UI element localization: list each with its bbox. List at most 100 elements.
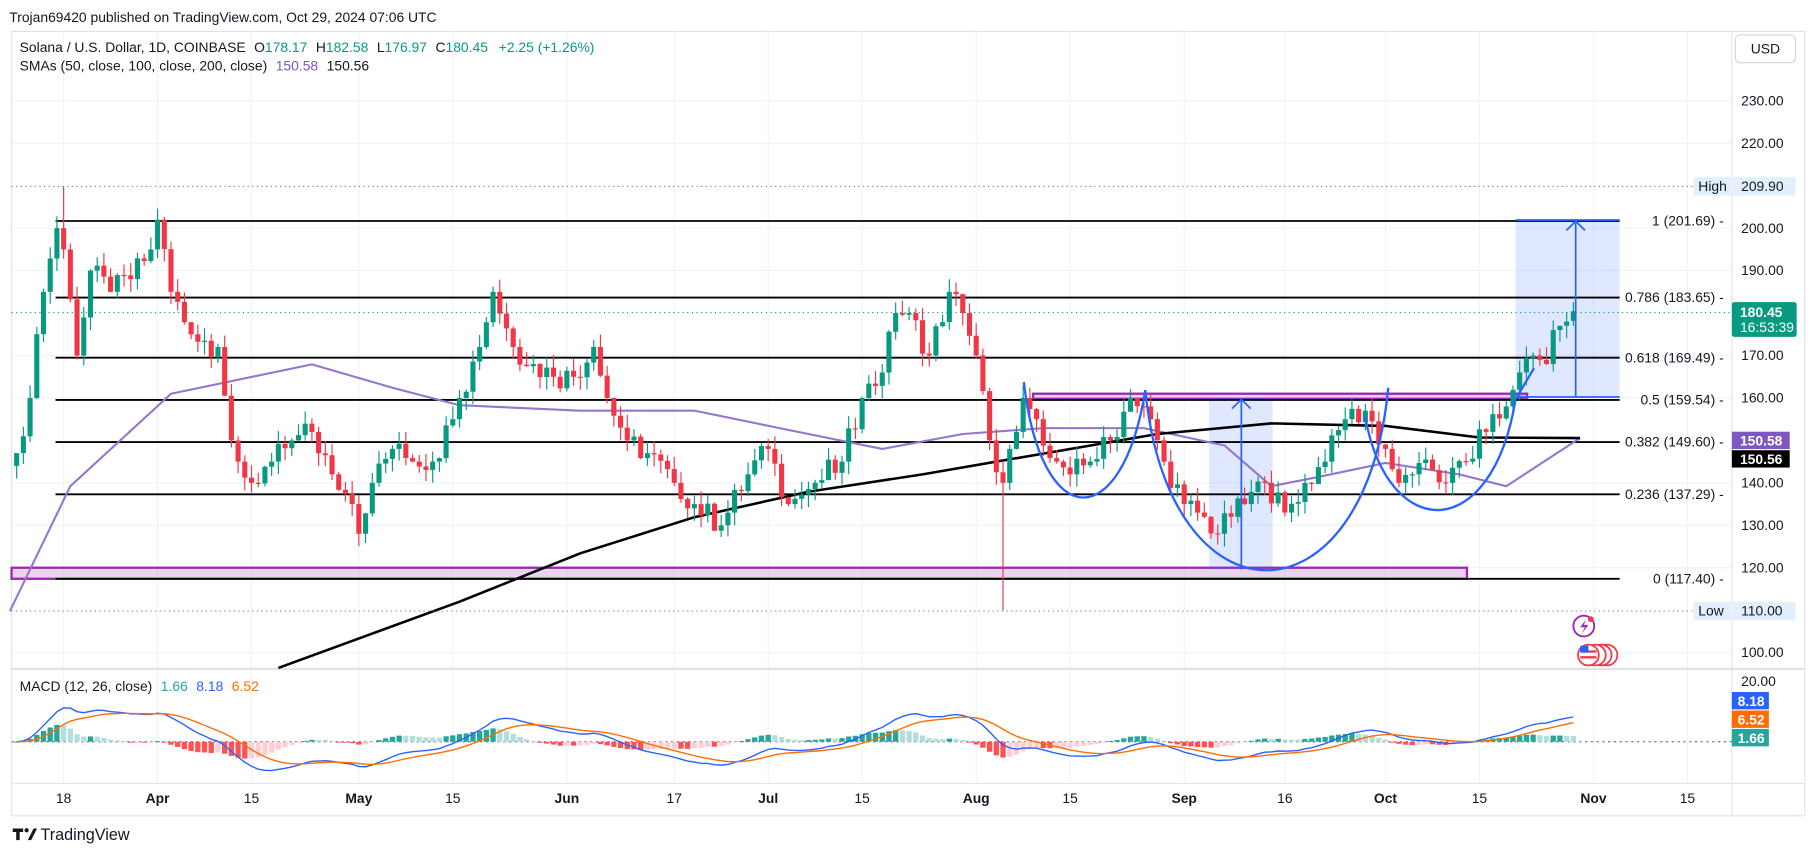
candle-body (1047, 445, 1053, 459)
macd-histogram-bar (1087, 741, 1093, 745)
low-badge-label: Low (1698, 603, 1724, 619)
cup-left-curve[interactable] (1022, 381, 1147, 499)
candle-body (497, 291, 503, 314)
tradingview-logo[interactable]: TradingView (12, 826, 130, 844)
publish-line: Trojan69420 published on TradingView.com… (9, 9, 436, 25)
macd-histogram-bar (1188, 741, 1194, 747)
grid (11, 31, 1732, 784)
macd-hist-value: 1.66 (161, 678, 188, 694)
symbol-legend[interactable]: Solana / U.S. Dollar, 1D, COINBASE O178.… (20, 39, 595, 55)
macd-histogram-bar (530, 740, 536, 742)
macd-histogram-bar (1436, 741, 1442, 745)
signal-line (16, 712, 1574, 766)
macd-histogram-bar (684, 741, 691, 749)
candle-body (403, 443, 409, 459)
candle-body (336, 474, 342, 490)
candle-body (396, 443, 402, 449)
candle-body (852, 428, 858, 430)
macd-legend[interactable]: MACD (12, 26, close) 1.66 8.18 6.52 (20, 678, 259, 694)
candle-body (1168, 461, 1174, 488)
macd-histogram-bar (450, 735, 456, 742)
macd-histogram-bar (114, 740, 120, 742)
tradingview-logo-icon (12, 828, 24, 841)
open-value: 178.17 (265, 39, 308, 55)
candle-body (40, 291, 47, 335)
macd-histogram-bar (376, 740, 382, 742)
macd-histogram-bar (1537, 735, 1543, 742)
candle-body (134, 258, 140, 280)
macd-histogram-bar (1409, 741, 1415, 746)
candle-body (671, 469, 677, 483)
candle-body (148, 249, 154, 261)
candle-body (14, 453, 20, 466)
close-label: C (435, 39, 445, 55)
candle-body (725, 512, 731, 526)
macd-histogram-bar (60, 725, 67, 742)
candle-body (705, 503, 711, 516)
macd-histogram-bar (1168, 741, 1174, 744)
macd-histogram-bar (1020, 741, 1026, 752)
fib-level-label: 0 (117.40) - (1653, 570, 1724, 586)
macd-histogram-bar (1376, 737, 1382, 742)
candle-body (54, 228, 60, 259)
macd-histogram-bar (731, 741, 738, 743)
macd-histogram-bar (443, 736, 449, 742)
macd-histogram-bar (1563, 735, 1570, 742)
candle-body (242, 461, 248, 478)
macd-histogram-bar (1295, 739, 1301, 742)
macd-histogram-bar (369, 741, 375, 743)
macd-badges: 8.18 6.52 1.66 (1731, 692, 1769, 747)
time-axis[interactable]: 18 Apr 15 May 15 Jun 17 Jul 15 Aug 15 Sep 16 Oct 15 Nov… (56, 790, 1696, 806)
candle-body (74, 299, 80, 356)
macd-histogram-bar (631, 741, 637, 750)
macd-histogram-bar (1429, 741, 1436, 745)
sma-legend[interactable]: SMAs (50, close, 100, close, 200, close)… (20, 58, 370, 74)
candle-body (1054, 458, 1060, 462)
price-range-measure-2[interactable] (1515, 219, 1620, 397)
macd-histogram-bar (1221, 741, 1228, 747)
macd-histogram-bar (886, 731, 892, 742)
candle-body (416, 461, 422, 467)
macd-histogram-bar (1174, 741, 1181, 745)
candle-body (1429, 459, 1436, 471)
candle-body (624, 427, 630, 441)
macd-histogram-bar (537, 741, 543, 743)
cup-drawings[interactable] (1022, 367, 1536, 572)
macd-histogram-bar (423, 737, 429, 742)
fib-retracement[interactable]: 1 (201.69) - 0.786 (183.65) - 0.618 (169.4… (55, 213, 1724, 587)
macd-histogram-bar (356, 741, 362, 745)
candle-body (980, 355, 986, 392)
macd-histogram-bar (1228, 741, 1234, 746)
candle-body (248, 477, 255, 483)
macd-histogram-bar (1510, 736, 1516, 742)
macd-histogram-bar (1248, 740, 1254, 742)
sma50-value: 150.58 (276, 58, 319, 74)
macd-histogram-bar (973, 741, 979, 745)
candle-body (1382, 444, 1389, 449)
candle-body (1409, 474, 1415, 476)
macd-histogram-bar (67, 728, 73, 742)
macd-histogram-bar (846, 736, 852, 742)
candle-body (1027, 397, 1033, 410)
candle-body (611, 397, 617, 416)
cup-right-curve[interactable] (1363, 367, 1536, 512)
low-value: 176.97 (385, 39, 428, 55)
candle-body (1403, 475, 1409, 483)
currency-button[interactable]: USD (1734, 34, 1797, 64)
candle-body (1275, 492, 1281, 504)
us-economic-events-icon[interactable] (1577, 643, 1619, 667)
candle-body (168, 249, 174, 292)
candle-body (383, 458, 389, 464)
earnings-lightning-icon[interactable] (1572, 614, 1596, 638)
high-badge: High 209.90 (1693, 177, 1796, 196)
sma100-value: 150.56 (327, 58, 370, 74)
macd-histogram-bar (1121, 738, 1127, 742)
candle-body (1195, 500, 1201, 513)
cup-big-curve[interactable] (1144, 387, 1390, 572)
candle-body (1456, 461, 1462, 468)
price-axis[interactable]: 230.00 220.00 200.00 190.00 170.00 160.00 140.… (1741, 92, 1784, 660)
macd-histogram-bar (1154, 738, 1161, 742)
macd-histogram-bar (1033, 741, 1040, 748)
macd-histogram-bar (1201, 741, 1207, 748)
